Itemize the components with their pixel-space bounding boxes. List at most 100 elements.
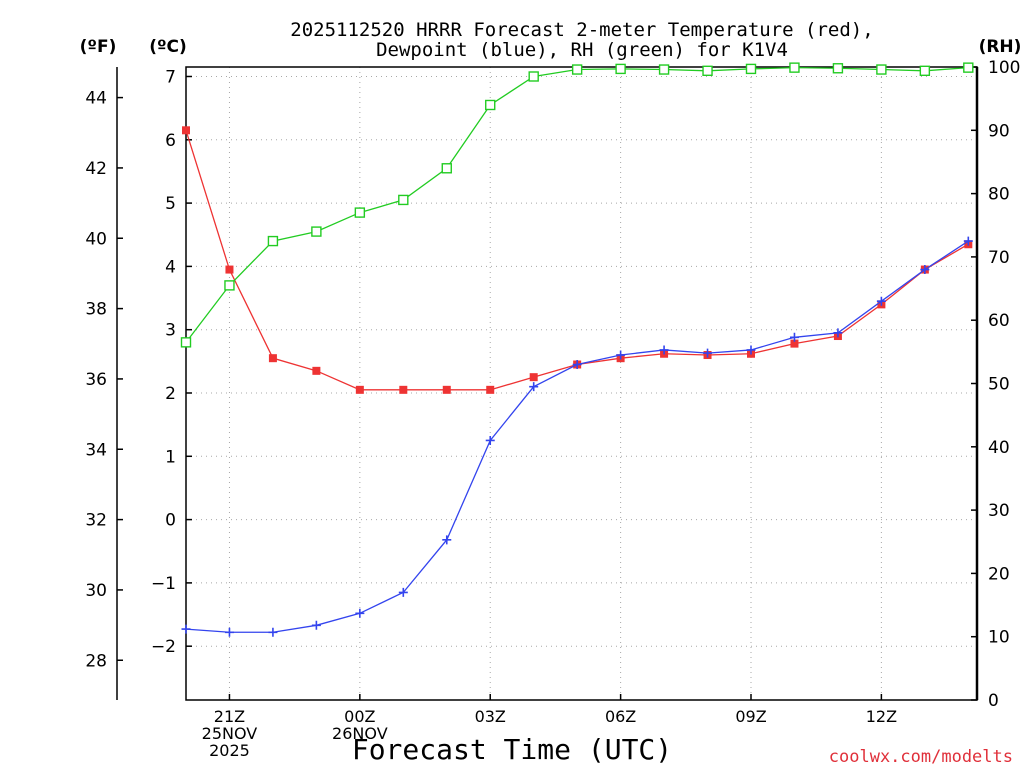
rh-point [571,64,583,75]
fahrenheit-tick-label: 32 [85,511,107,531]
rh-tick-label: 10 [988,628,1010,648]
dewpoint-line [185,240,969,633]
dewpoint-point [529,382,539,392]
celsius-tick-label: 6 [165,131,176,151]
x-tick-label: 03Z [475,707,506,726]
2-meter-temperature-line [185,130,969,391]
2-meter-temperature-point [312,366,321,375]
dewpoint-point [572,360,582,370]
celsius-tick-label: 3 [165,321,176,341]
rh-point [919,65,931,76]
dewpoint-point [659,345,669,355]
2-meter-temperature-point [225,265,234,274]
rh-point [398,194,409,206]
fahrenheit-tick-label: 34 [85,440,107,460]
rh-point [224,280,235,291]
rh-tick-label: 70 [988,248,1010,268]
source-credit: coolwx.com/modelts [829,747,1013,767]
dewpoint-point [876,296,886,306]
celsius-tick-label: 1 [165,447,176,467]
celsius-tick-label: 2 [165,384,176,404]
rh-tick-label: 30 [988,501,1010,521]
rh-point [702,65,713,76]
celsius-tick-label: 4 [165,257,176,277]
dewpoint-point [616,350,626,360]
x-tick-label: 06Z [605,707,636,726]
x-tick-label: 12Z [866,707,897,726]
celsius-tick-label: 7 [165,67,176,87]
rh-point [615,63,626,75]
dewpoint-point [355,608,365,618]
x-tick-label: 2025 [209,741,250,760]
rh-tick-label: 40 [988,438,1010,458]
rh-point [180,337,192,348]
x-tick-label: 26NOV [332,724,388,743]
rh-point [832,63,844,74]
dewpoint-point [485,435,495,445]
chart-title-line2: Dewpoint (blue), RH (green) for K1V4 [376,39,788,61]
rh-point [789,62,800,73]
rh-tick-label: 80 [988,185,1010,205]
dewpoint-point [398,587,408,597]
fahrenheit-tick-label: 36 [85,370,107,390]
2-meter-temperature-point [355,385,364,394]
rh-point [876,64,887,75]
dewpoint-point [920,265,930,275]
dewpoint-point [311,620,321,630]
rh-point [528,71,539,82]
rh-point [485,99,496,111]
chart-title-line1: 2025112520 HRRR Forecast 2-meter Tempera… [290,19,873,41]
rh-unit-label: (RH) [979,37,1022,57]
rh-point [658,64,670,75]
fahrenheit-tick-label: 30 [85,581,107,601]
rh-tick-label: 100 [988,58,1020,78]
dewpoint-point [268,627,278,637]
x-tick-label: 09Z [735,707,766,726]
x-axis-label: Forecast Time (UTC) [352,733,672,766]
fahrenheit-tick-label: 28 [85,651,107,671]
axes-layer: 283032343638404244−2−1012345670102030405… [85,58,1020,711]
celsius-tick-label: −1 [151,574,176,594]
2-meter-temperature-point [268,354,277,363]
fahrenheit-tick-label: 44 [85,89,107,109]
series-layer [180,62,974,637]
dewpoint-point [703,348,713,358]
x-tick-label: 00Z [344,707,375,726]
rh-point [267,235,279,247]
celsius-unit-label: (ºC) [149,37,187,57]
dewpoint-point [833,328,843,338]
rh-tick-label: 90 [988,121,1010,141]
rh-tick-label: 50 [988,375,1010,395]
rh-tick-label: 20 [988,564,1010,584]
celsius-tick-label: 5 [165,194,176,214]
2-meter-temperature-point [529,373,538,382]
rh-point [354,207,366,218]
grid-layer [186,67,977,700]
celsius-tick-label: −2 [151,637,176,657]
x-tick-label: 21Z [214,707,245,726]
2-meter-temperature-point [486,385,495,394]
fahrenheit-tick-label: 38 [85,300,107,320]
plot-frame [185,66,978,701]
2-meter-temperature-point [790,339,799,348]
fahrenheit-tick-label: 42 [85,159,107,179]
dewpoint-point [442,535,452,545]
dewpoint-point [789,332,799,342]
2-meter-temperature-point [442,385,451,394]
rh-point [963,62,974,73]
x-tick-label: 25NOV [202,724,258,743]
rh-tick-label: 0 [988,691,999,711]
fahrenheit-tick-label: 40 [85,229,107,249]
celsius-tick-label: 0 [165,511,176,531]
rh-point [441,163,452,174]
rh-tick-label: 60 [988,311,1010,331]
dewpoint-point [963,236,973,246]
rh-line [185,66,969,343]
rh-point [311,226,322,237]
dewpoint-point [746,345,756,355]
dewpoint-point [181,624,191,634]
2-meter-temperature-point [399,385,408,394]
rh-point [745,63,757,75]
